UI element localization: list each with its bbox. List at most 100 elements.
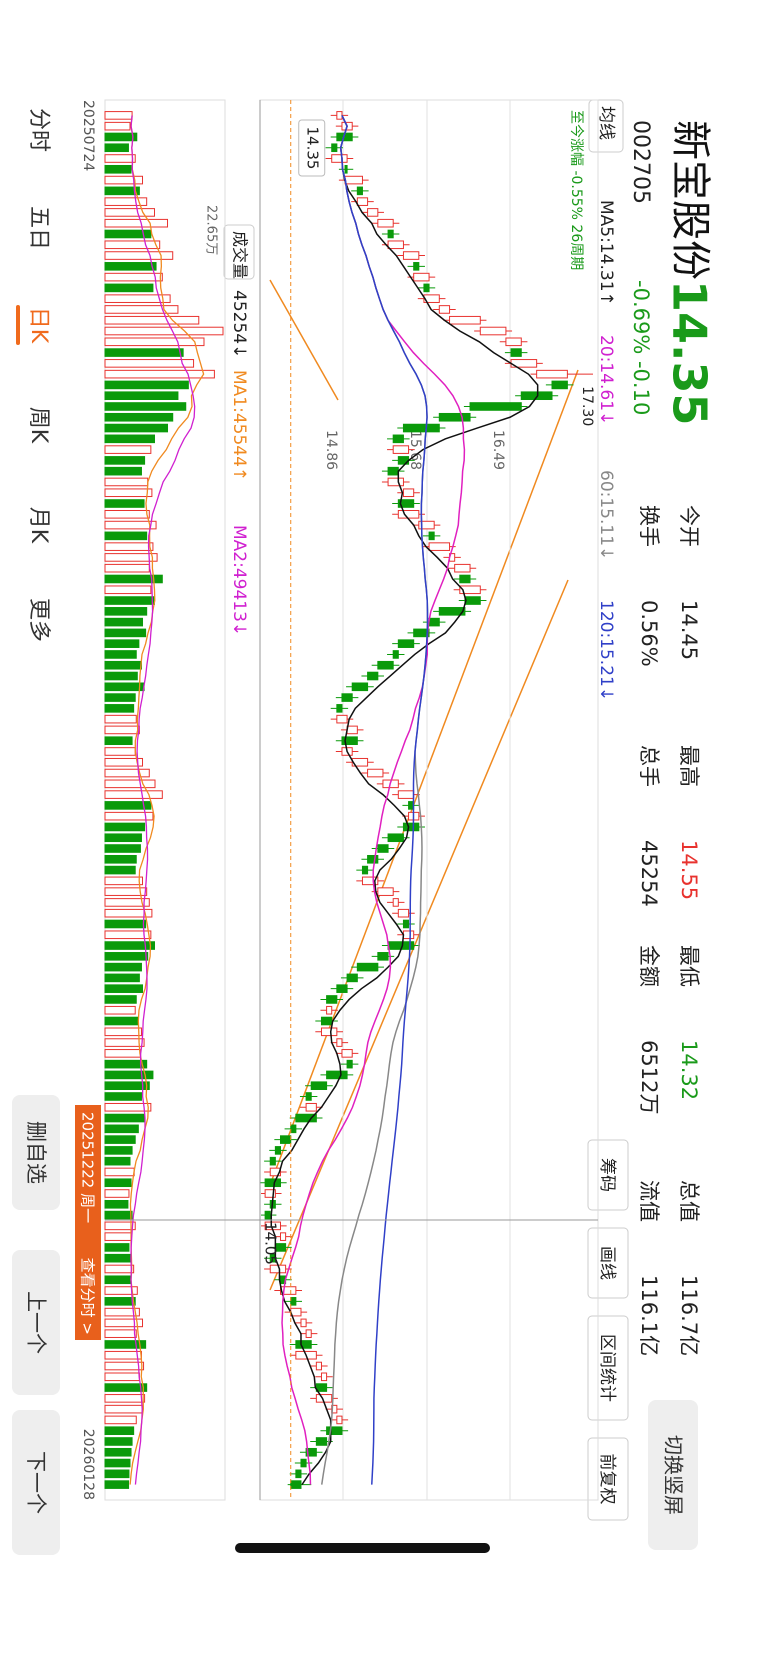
- candle-body: [367, 208, 379, 217]
- volume-bar: [104, 1113, 146, 1123]
- candle-body: [520, 391, 553, 401]
- ma-label: 120:15.21↓: [596, 600, 616, 701]
- candle-body: [449, 315, 481, 325]
- crosshair-date[interactable]: 20251222 周一: [79, 1112, 97, 1223]
- volume-bar: [104, 1329, 137, 1338]
- candle-body: [392, 434, 404, 444]
- candle-body: [361, 865, 369, 875]
- volume-bar: [104, 1318, 144, 1328]
- end-date: 20260128: [80, 1429, 96, 1500]
- volume-bar: [104, 747, 136, 756]
- volume-bar: [104, 898, 150, 907]
- chart-frame: [259, 99, 599, 1501]
- stat-value: 116.7亿: [677, 1275, 701, 1356]
- crosshair-tooltip[interactable]: [75, 1105, 101, 1340]
- crosshair-price: 14.05: [262, 1222, 280, 1265]
- volume-bar: [104, 423, 169, 433]
- volume-bar: [104, 240, 161, 250]
- stat-label: 最低: [677, 945, 701, 987]
- volume-bar: [104, 229, 152, 239]
- volume-select[interactable]: [223, 224, 255, 280]
- candle-body: [331, 154, 348, 163]
- tool-button-label[interactable]: 区间统计: [597, 1334, 617, 1402]
- volume-bar: [104, 509, 150, 519]
- volume-bar: [104, 1415, 137, 1425]
- candle-body: [356, 962, 379, 972]
- stat-value: 116.1亿: [637, 1275, 661, 1356]
- action-button[interactable]: [12, 1250, 60, 1395]
- candle-body: [336, 111, 343, 120]
- volume-bar: [104, 833, 142, 843]
- volume-ma1: MA1:45544↑: [229, 370, 249, 481]
- candle-body: [438, 607, 466, 616]
- volume-bar: [104, 962, 142, 972]
- candle-body: [356, 197, 369, 206]
- period-tab[interactable]: 月K: [26, 507, 51, 544]
- action-label[interactable]: 删自选: [24, 1121, 48, 1184]
- volume-bar: [104, 520, 157, 530]
- period-tab[interactable]: 五日: [26, 206, 51, 250]
- stat-label: 流值: [637, 1180, 661, 1222]
- volume-bar: [104, 801, 152, 810]
- candle-body: [315, 1383, 328, 1392]
- stat-label: 换手: [637, 505, 661, 547]
- stat-value: 0.56%: [637, 600, 661, 667]
- stat-value: 14.45: [677, 600, 701, 660]
- volume-bar: [104, 639, 140, 648]
- period-tab[interactable]: 更多: [26, 598, 51, 642]
- stock-code: 002705: [628, 120, 653, 204]
- volume-bar: [104, 887, 148, 896]
- candle-body: [377, 952, 389, 961]
- volume-ma2: MA2:49413↓: [229, 525, 249, 636]
- volume-bar: [104, 380, 189, 390]
- candle-body: [413, 628, 430, 638]
- candle-body: [423, 283, 430, 293]
- volume-bar: [104, 714, 137, 724]
- candle-body: [346, 725, 358, 735]
- tool-button-label[interactable]: 筹码: [597, 1158, 617, 1192]
- candle-body: [551, 380, 568, 390]
- candle-body: [326, 1005, 333, 1015]
- volume-bar: [104, 326, 224, 336]
- candle-body: [295, 1340, 312, 1349]
- tool-button-label[interactable]: 前复权: [597, 1454, 617, 1505]
- candle-body: [392, 650, 399, 659]
- volume-bar: [104, 208, 155, 217]
- volume-bar: [104, 973, 140, 983]
- volume-bar: [104, 1458, 131, 1468]
- period-tab[interactable]: 周K: [26, 407, 51, 444]
- action-label[interactable]: 下一个: [24, 1451, 48, 1514]
- candle-body: [428, 542, 451, 551]
- stat-label: 今开: [677, 505, 701, 547]
- volume-bar: [104, 348, 184, 357]
- volume-bar: [104, 294, 171, 303]
- switch-button[interactable]: [648, 1400, 698, 1550]
- volume-bar: [104, 445, 152, 454]
- tool-button-label[interactable]: 画线: [597, 1246, 617, 1280]
- volume-title[interactable]: 成交量: [231, 231, 250, 279]
- volume-bar: [104, 617, 144, 627]
- action-button[interactable]: [12, 1410, 60, 1555]
- candle-body: [315, 1437, 328, 1446]
- crosshair-action[interactable]: 查看分时 >: [79, 1258, 97, 1335]
- current-price-box: [298, 119, 326, 177]
- candle-body: [336, 1415, 343, 1425]
- volume-bar: [104, 725, 140, 735]
- volume-bar: [104, 531, 148, 541]
- action-button[interactable]: [12, 1095, 60, 1210]
- candle-body: [413, 262, 420, 271]
- ma-select-label[interactable]: 均线: [596, 106, 616, 140]
- candle-body: [331, 143, 338, 153]
- volume-bar: [104, 854, 137, 864]
- period-tab[interactable]: 日K: [26, 307, 51, 344]
- candle-body: [505, 337, 522, 347]
- period-tab[interactable]: 分时: [26, 108, 51, 152]
- candle-body: [279, 1135, 292, 1144]
- volume-bar: [104, 757, 144, 767]
- volume-bar: [104, 1297, 136, 1306]
- candle-body: [459, 585, 481, 595]
- ma-label: 20:14.61↓: [596, 335, 616, 425]
- action-label[interactable]: 上一个: [24, 1291, 48, 1354]
- candle-body: [397, 639, 415, 648]
- switch-label[interactable]: 切换竖屏: [662, 1435, 686, 1515]
